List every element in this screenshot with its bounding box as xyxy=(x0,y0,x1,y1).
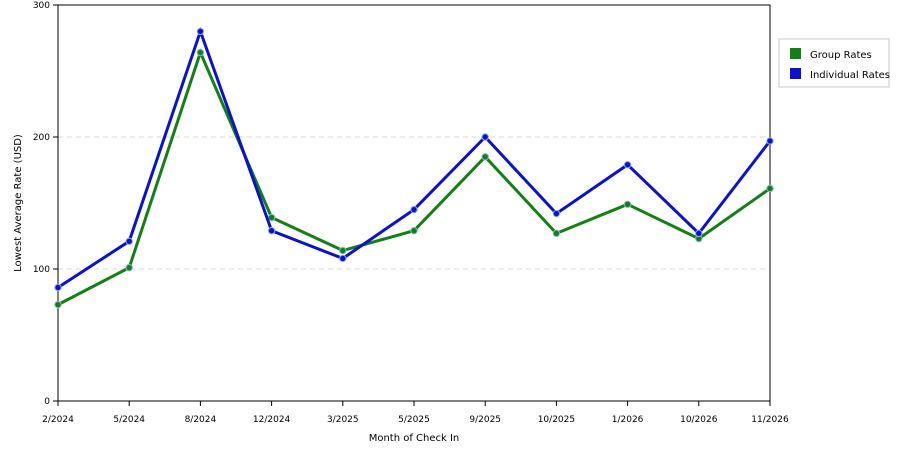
y-tick-label: 200 xyxy=(33,133,50,143)
legend-swatch-individual-rates xyxy=(790,68,801,79)
y-axis-title: Lowest Average Rate (USD) xyxy=(13,134,24,272)
data-point-individual-rates xyxy=(54,283,62,292)
data-point-group-rates xyxy=(196,48,205,57)
y-tick-labels: 0 100 200 300 xyxy=(33,1,50,407)
x-tick-label: 10/2026 xyxy=(680,415,718,425)
gridlines xyxy=(58,136,770,270)
x-tick-label: 11/2026 xyxy=(751,415,789,425)
x-tick-label: 12/2024 xyxy=(253,415,291,425)
data-point-individual-rates xyxy=(552,209,561,218)
x-tick-label: 5/2024 xyxy=(113,415,145,425)
y-tick-label: 0 xyxy=(44,397,50,407)
x-tick-label: 9/2025 xyxy=(469,415,501,425)
data-point-group-rates xyxy=(339,246,347,255)
data-point-group-rates xyxy=(267,213,276,222)
x-tick-label: 8/2024 xyxy=(185,415,217,425)
data-point-individual-rates xyxy=(766,137,774,145)
axes xyxy=(53,4,771,406)
legend-swatch-group-rates xyxy=(790,48,801,59)
legend-label-group-rates: Group Rates xyxy=(810,50,872,61)
data-point-individual-rates xyxy=(267,227,276,235)
x-tick-label: 3/2025 xyxy=(327,415,359,425)
data-point-group-rates xyxy=(623,200,632,209)
data-point-individual-rates xyxy=(125,237,133,245)
data-point-group-rates xyxy=(766,184,774,193)
y-tick-label: 300 xyxy=(33,1,50,11)
x-tick-label: 1/2026 xyxy=(612,415,644,425)
data-point-group-rates xyxy=(54,300,62,309)
data-point-group-rates xyxy=(410,227,418,235)
x-tick-label: 5/2025 xyxy=(398,415,430,425)
legend-label-individual-rates: Individual Rates xyxy=(810,70,890,81)
data-point-individual-rates xyxy=(695,229,703,238)
data-point-individual-rates xyxy=(481,133,489,141)
y-tick-label: 100 xyxy=(33,265,50,275)
data-point-group-rates xyxy=(481,153,489,161)
plot-frame xyxy=(57,4,771,402)
series-line-group-rates xyxy=(57,48,771,306)
data-point-individual-rates xyxy=(196,27,205,36)
data-point-group-rates xyxy=(552,229,561,238)
data-point-group-rates xyxy=(125,263,133,272)
data-point-individual-rates xyxy=(623,161,632,169)
series-lines xyxy=(54,26,774,309)
legend: Group Rates Individual Rates xyxy=(778,38,890,88)
x-tick-label: 10/2025 xyxy=(538,415,575,425)
x-axis-title: Month of Check In xyxy=(369,433,460,444)
x-tick-labels: 2/2024 5/2024 8/2024 12/2024 3/2025 5/2025 9/2… xyxy=(42,415,789,425)
data-point-individual-rates xyxy=(339,254,347,263)
data-point-individual-rates xyxy=(410,205,418,214)
x-tick-label: 2/2024 xyxy=(42,415,74,425)
